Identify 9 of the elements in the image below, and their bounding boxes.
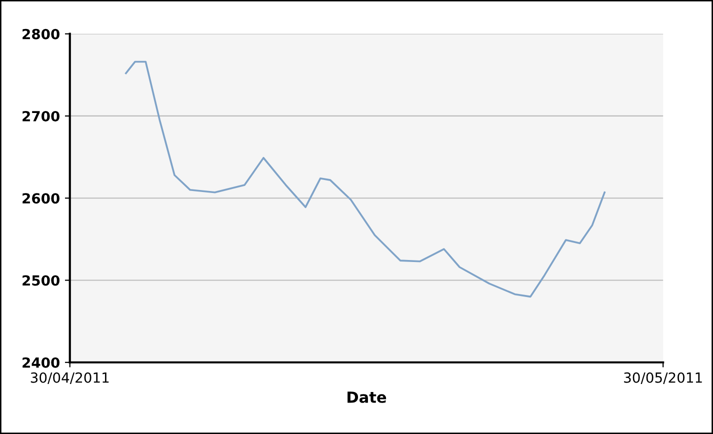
line-series bbox=[124, 60, 606, 298]
y-tick-label: 2800 bbox=[22, 28, 60, 40]
x-axis-title: Date bbox=[348, 392, 386, 403]
y-tick-label: 2700 bbox=[22, 110, 60, 122]
x-tick-label: 30/05/2011 bbox=[624, 372, 702, 384]
x-tick-label: 30/04/2011 bbox=[30, 372, 109, 384]
y-tick-label: 2400 bbox=[22, 357, 60, 368]
y-tick-label: 2500 bbox=[22, 275, 60, 286]
y-tick-label: 2600 bbox=[22, 193, 60, 204]
